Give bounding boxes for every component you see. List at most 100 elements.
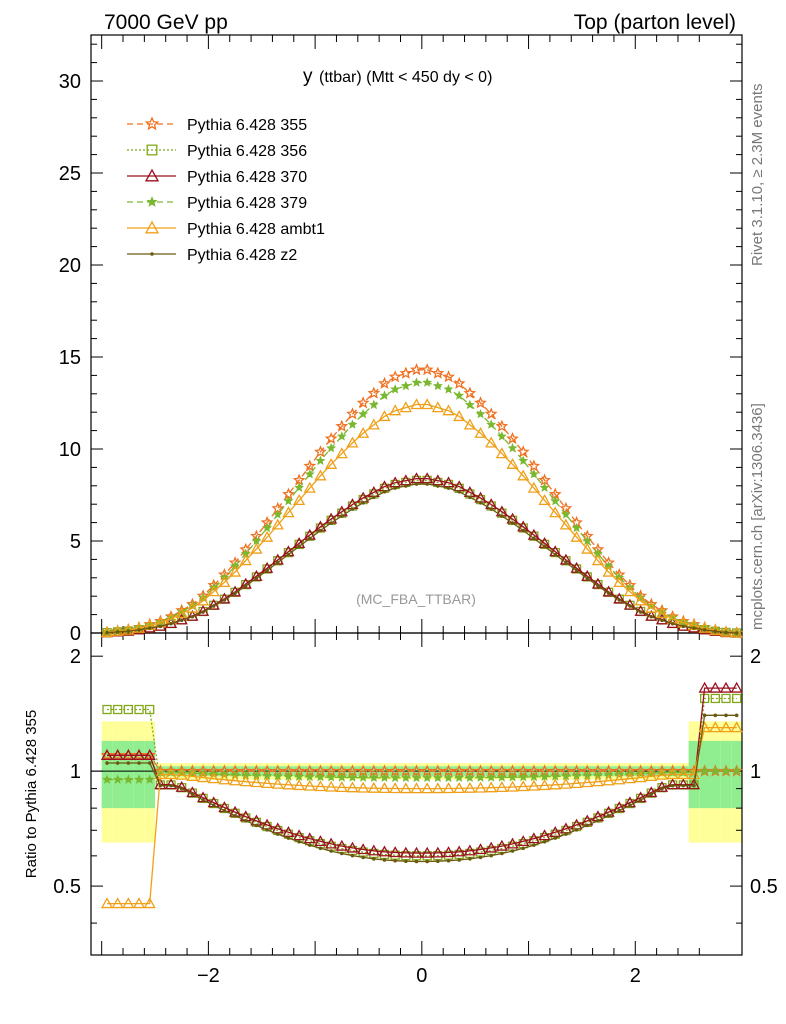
ratio-point [164, 778, 178, 790]
ratio-point [464, 772, 475, 782]
y-tick-label: 30 [59, 71, 81, 93]
series-point [463, 418, 476, 430]
ratio-point [655, 768, 669, 780]
legend-marker [146, 196, 158, 207]
ratio-point [218, 773, 231, 785]
ratio-point [478, 855, 483, 860]
series-point [367, 386, 381, 399]
series-point [126, 629, 131, 633]
ratio-point [100, 897, 114, 909]
ratio-point [303, 779, 316, 791]
ratio-point [468, 857, 472, 861]
series-point [702, 628, 707, 632]
series-point [358, 408, 369, 419]
ratio-point [591, 775, 605, 787]
ratio-point [350, 853, 355, 858]
main-axis-ticks: 0 5 10 15 20 25 30 [59, 43, 742, 645]
ratio-line [107, 697, 737, 857]
ratio-point [549, 778, 562, 790]
ratio-point [239, 775, 252, 787]
ratio-point [294, 771, 304, 781]
ratio-point [710, 765, 721, 776]
ratio-point [271, 777, 284, 789]
series-point [613, 576, 626, 588]
ratio-point [421, 782, 434, 794]
ratio-point [457, 858, 461, 862]
series-point [628, 604, 632, 608]
series-line [106, 483, 737, 634]
series-point [527, 459, 541, 472]
ratio-point [100, 748, 114, 761]
series-point [393, 486, 397, 490]
series-point [463, 386, 477, 399]
ratio-point [134, 774, 145, 784]
series-point [283, 495, 294, 506]
ratio-point [358, 772, 369, 782]
series-point [645, 601, 658, 613]
series-point [516, 445, 530, 458]
series-point [468, 495, 472, 500]
watermark: (MC_FBA_TTBAR) [356, 591, 476, 607]
series-point [506, 457, 519, 469]
ratio-point [425, 859, 429, 864]
ratio-point [357, 843, 370, 855]
ratio-point [154, 778, 167, 790]
ratio-point [507, 772, 518, 782]
ratio-point [105, 761, 109, 765]
series-point [367, 418, 380, 430]
series-point [286, 552, 291, 557]
ratio-point [314, 835, 327, 847]
y-tick-label: 20 [59, 255, 81, 277]
ratio-point [186, 770, 199, 782]
series-point [335, 447, 348, 459]
header-right: Top (parton level) [574, 11, 736, 34]
ratio-point [347, 772, 358, 782]
series-point [446, 486, 451, 490]
y-tick-label: 10 [59, 439, 81, 461]
series-point [518, 455, 529, 465]
ratio-point [164, 768, 178, 780]
ratio-point [432, 772, 443, 783]
series-point [265, 568, 269, 573]
ratio-point [731, 765, 742, 776]
y-tick-label: 5 [70, 531, 81, 553]
series-point [303, 459, 317, 472]
series-point [517, 469, 530, 481]
ratio-point [102, 774, 112, 784]
ratio-point [368, 772, 379, 782]
series-point [582, 535, 593, 546]
ratio-point [132, 748, 146, 760]
ratio-point [495, 839, 508, 851]
series-point [335, 419, 349, 432]
rivet-label: Rivet 3.1.10, ≥ 2.3M events [749, 84, 766, 267]
series-point [303, 481, 316, 493]
ratio-line [107, 754, 737, 772]
series-point [378, 376, 391, 389]
series-point [414, 482, 419, 486]
series-point [410, 363, 423, 376]
ratio-point [222, 808, 227, 813]
ratio-y-label: Ratio to Pythia 6.428 355 [23, 710, 40, 878]
series-point [186, 601, 199, 613]
ratio-point [228, 774, 242, 786]
series-point [478, 500, 483, 505]
ratio-point [495, 781, 508, 793]
ratio-point [196, 771, 210, 783]
ratio-point [463, 781, 476, 793]
ratio-point [518, 771, 529, 782]
ratio-point [115, 761, 120, 765]
ratio-point [211, 803, 216, 808]
ratio-point [677, 768, 690, 780]
ratio-point [506, 780, 519, 792]
ratio-point [207, 772, 220, 784]
ratio-point [190, 792, 195, 797]
ratio-point [421, 846, 434, 858]
series-point [196, 594, 210, 606]
ratio-point [283, 771, 294, 781]
series-point [318, 528, 323, 533]
ratio-point [325, 780, 338, 792]
ratio-point [542, 839, 547, 844]
ratio-point [143, 748, 156, 760]
ratio-series-layer [100, 681, 744, 909]
ratio-point [145, 704, 155, 715]
